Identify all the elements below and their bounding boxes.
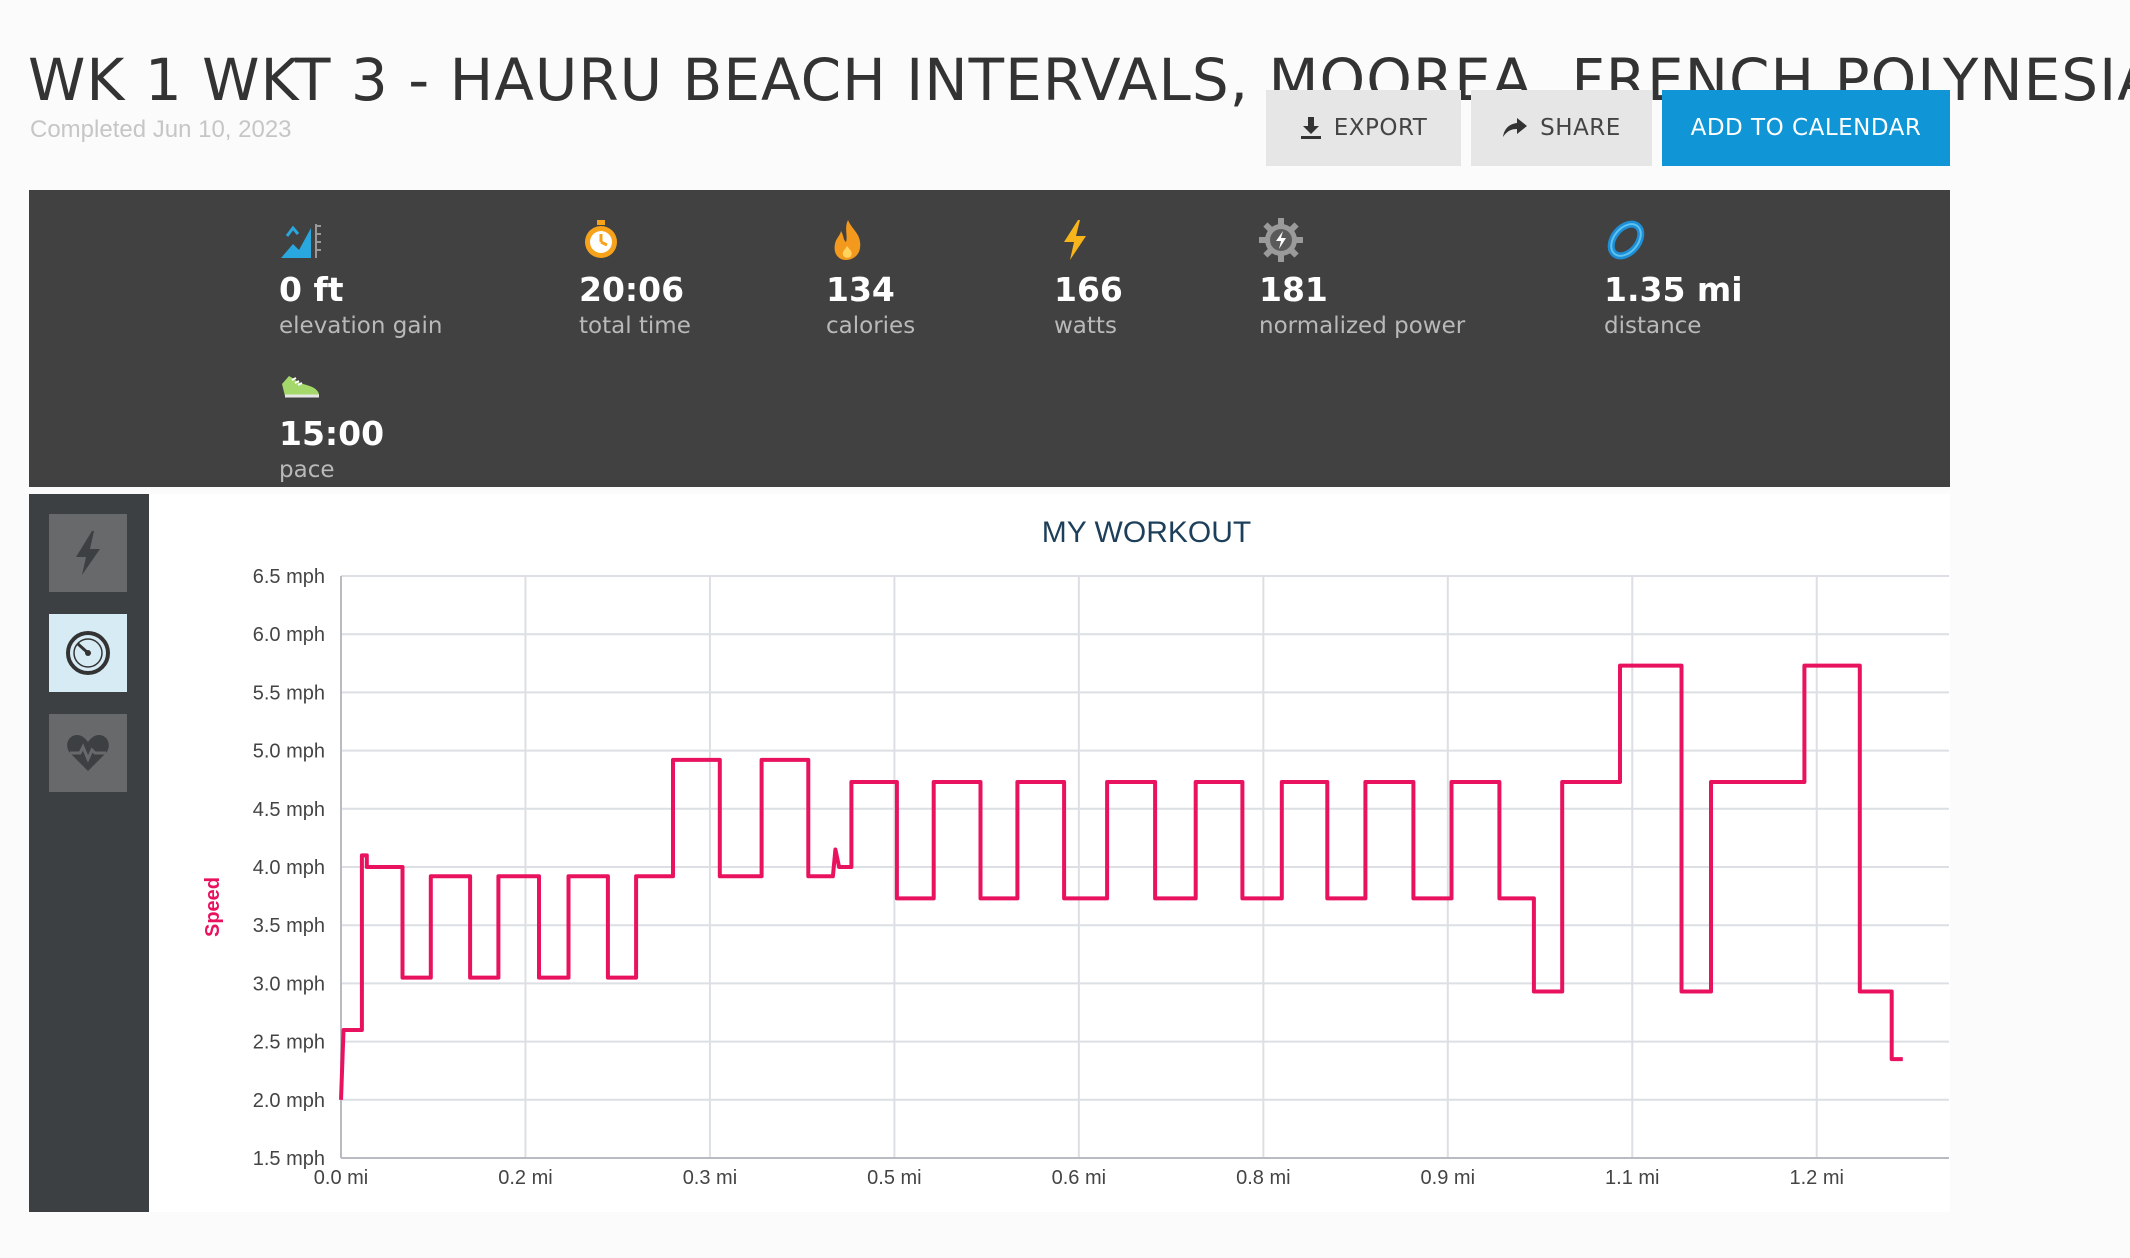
pace-value: 15:00: [279, 414, 385, 453]
heart-rate-graph-toggle[interactable]: [49, 714, 127, 792]
y-tick-label: 1.5 mph: [253, 1148, 325, 1170]
x-tick-label: 0.9 mi: [1421, 1167, 1475, 1189]
graph-metric-toolbar: [29, 494, 149, 1212]
stat-calories: 134 calories: [826, 218, 915, 339]
speed-graph-toggle[interactable]: [49, 614, 127, 692]
normalized-power-value: 181: [1259, 270, 1328, 309]
elevation-icon: [281, 224, 321, 258]
workout-graph-panel: MY WORKOUT 1.5 mph 2.0 mph 2.5 mph 3.0 mph 3.…: [29, 494, 1950, 1212]
distance-value: 1.35 mi: [1604, 270, 1743, 309]
y-tick-label: 5.0 mph: [253, 741, 325, 763]
gear-icon: [1259, 218, 1303, 262]
stat-elevation: 0 ft elevation gain: [279, 218, 442, 339]
flame-icon: [834, 220, 861, 260]
x-tick-label: 0.3 mi: [683, 1167, 737, 1189]
y-tick-label: 6.5 mph: [253, 566, 325, 588]
shoe-icon: [282, 376, 319, 398]
total-time-value: 20:06: [579, 270, 685, 309]
lightning-icon: [76, 531, 100, 575]
y-tick-label: 2.5 mph: [253, 1032, 325, 1054]
speed-chart: MY WORKOUT 1.5 mph 2.0 mph 2.5 mph 3.0 mph 3.…: [202, 516, 1949, 1189]
calories-value: 134: [826, 270, 895, 309]
heart-rate-icon: [67, 735, 109, 771]
stat-total-time: 20:06 total time: [579, 218, 691, 339]
x-tick-label: 0.0 mi: [314, 1167, 368, 1189]
x-tick-label: 0.5 mi: [867, 1167, 921, 1189]
export-button[interactable]: EXPORT: [1266, 90, 1461, 166]
y-tick-label: 2.0 mph: [253, 1090, 325, 1112]
elevation-label: elevation gain: [279, 313, 443, 339]
watts-label: watts: [1054, 313, 1117, 339]
pace-label: pace: [279, 457, 335, 483]
workout-stats-panel: 0 ft elevation gain 20:06 total time 134…: [29, 190, 1950, 487]
watts-value: 166: [1054, 270, 1123, 309]
chart-title: MY WORKOUT: [1042, 516, 1251, 549]
share-label: SHARE: [1540, 115, 1621, 141]
calories-label: calories: [826, 313, 916, 339]
x-tick-label: 0.6 mi: [1052, 1167, 1106, 1189]
add-to-calendar-label: ADD TO CALENDAR: [1690, 115, 1922, 141]
download-icon: [1300, 117, 1321, 139]
y-tick-label: 5.5 mph: [253, 682, 325, 704]
stat-distance: 1.35 mi distance: [1604, 218, 1743, 339]
power-graph-toggle[interactable]: [49, 514, 127, 592]
stat-normalized-power: 181 normalized power: [1259, 218, 1465, 339]
speed-series-line: [339, 663, 1903, 1100]
share-button[interactable]: SHARE: [1471, 90, 1652, 166]
total-time-label: total time: [579, 313, 691, 339]
y-tick-label: 3.0 mph: [253, 973, 325, 995]
stat-watts: 166 watts: [1054, 218, 1123, 339]
y-tick-label: 6.0 mph: [253, 624, 325, 646]
completed-date: Completed Jun 10, 2023: [30, 116, 292, 143]
elevation-value: 0 ft: [279, 270, 344, 309]
x-tick-label: 0.8 mi: [1236, 1167, 1290, 1189]
y-tick-label: 4.0 mph: [253, 857, 325, 879]
x-tick-label: 0.2 mi: [498, 1167, 552, 1189]
add-to-calendar-button[interactable]: ADD TO CALENDAR: [1662, 90, 1950, 166]
stopwatch-icon: [585, 220, 617, 258]
export-label: EXPORT: [1333, 115, 1428, 141]
normalized-power-label: normalized power: [1259, 313, 1466, 339]
y-tick-label: 3.5 mph: [253, 915, 325, 937]
share-arrow-icon: [1503, 118, 1528, 137]
distance-label: distance: [1604, 313, 1702, 339]
y-tick-label: 4.5 mph: [253, 799, 325, 821]
y-axis-label: Speed: [202, 877, 224, 937]
stat-pace: 15:00 pace: [279, 362, 384, 483]
lightning-icon: [1064, 220, 1086, 260]
speedometer-icon: [66, 631, 110, 675]
x-tick-label: 1.2 mi: [1789, 1167, 1843, 1189]
distance-ring-icon: [1607, 220, 1645, 260]
x-tick-label: 1.1 mi: [1605, 1167, 1659, 1189]
